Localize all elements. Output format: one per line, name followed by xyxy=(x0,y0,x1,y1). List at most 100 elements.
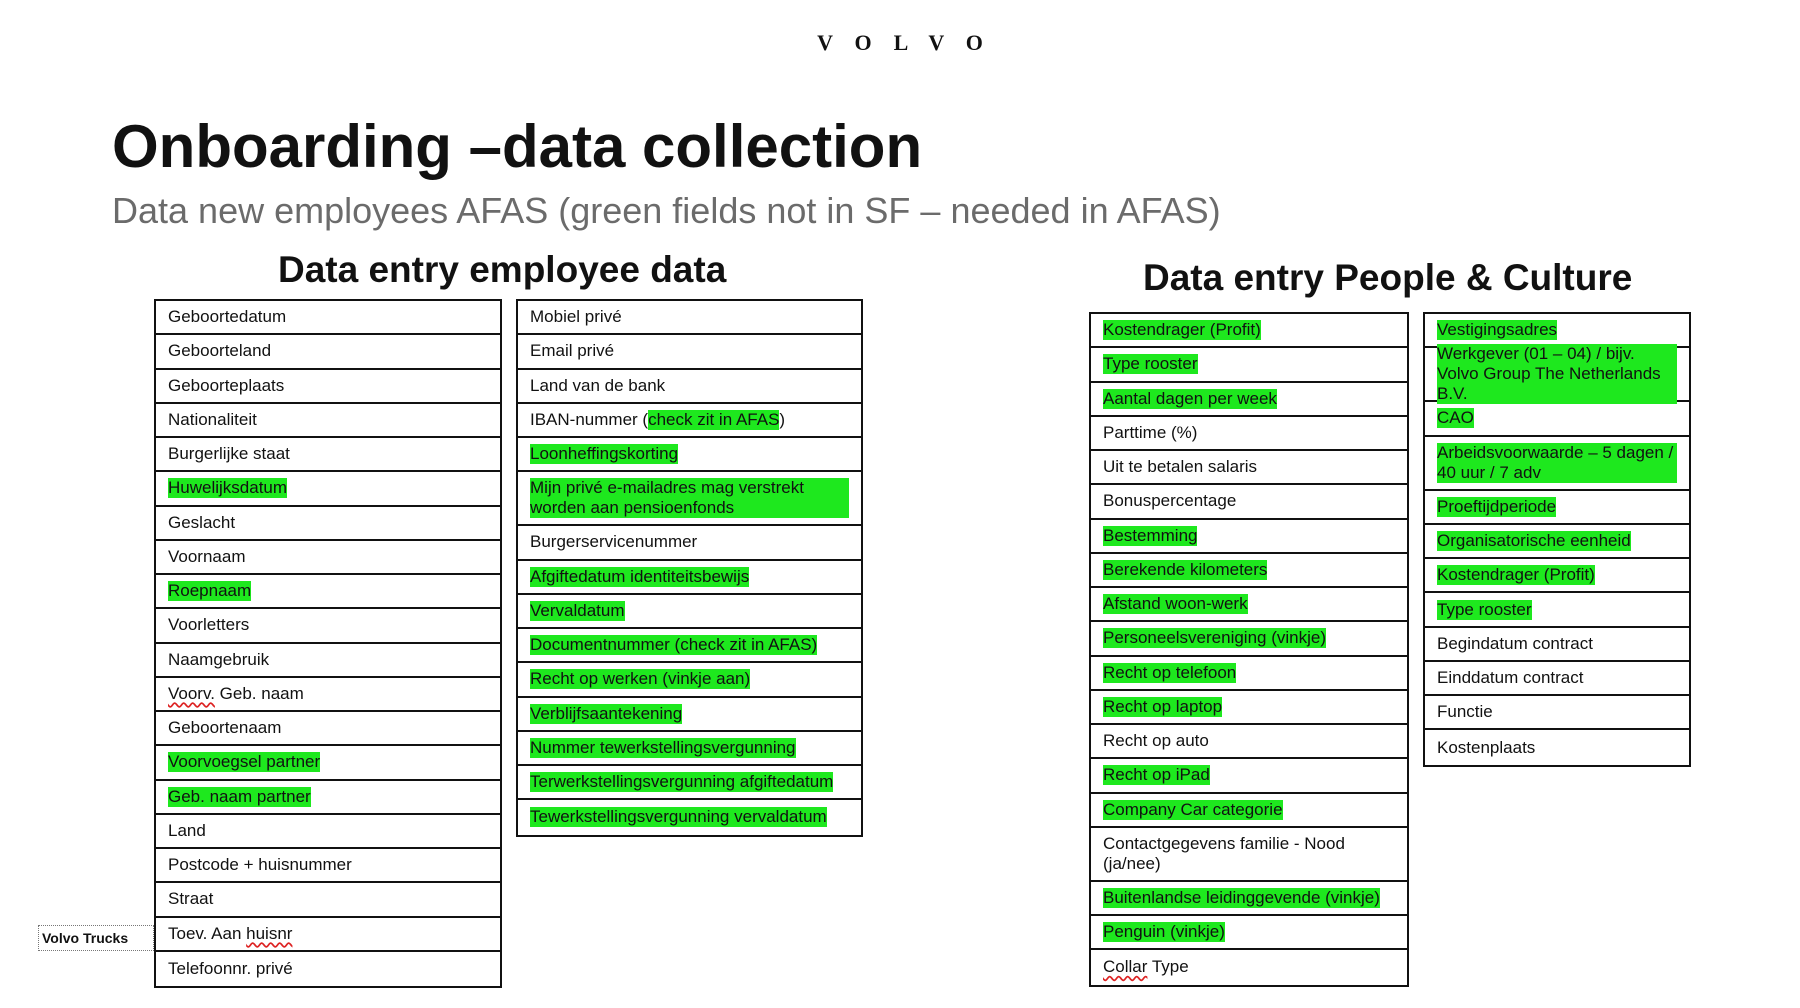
field-label: Tewerkstellingsvergunning vervaldatum xyxy=(530,807,827,828)
field-label: Email privé xyxy=(530,341,615,361)
field-label: Documentnummer (check zit in AFAS) xyxy=(530,635,818,656)
field-label: Voorv. Geb. naam xyxy=(168,683,304,703)
field-label: Parttime (%) xyxy=(1103,422,1198,442)
field-label: Organisatorische eenheid xyxy=(1437,531,1631,552)
table-row: Geboorteplaats xyxy=(156,370,500,404)
field-label: Recht op telefoon xyxy=(1103,662,1237,683)
field-label: Berekende kilometers xyxy=(1103,559,1268,580)
field-label: Uit te betalen salaris xyxy=(1103,457,1258,477)
volvo-logo: VOLVO xyxy=(817,30,1005,55)
field-label: Kostendrager (Profit) xyxy=(1437,565,1595,586)
field-label: Mijn privé e-mailadres mag verstrekt wor… xyxy=(530,478,849,519)
table-row: Toev. Aan huisnr xyxy=(156,918,500,952)
table-row: Penguin (vinkje) xyxy=(1091,916,1407,951)
field-label: Afgiftedatum identiteitsbewijs xyxy=(530,566,750,587)
table-row: Vestigingsadres xyxy=(1425,314,1689,349)
table-row: Postcode + huisnummer xyxy=(156,849,500,884)
field-label: Collar Type xyxy=(1103,957,1189,977)
field-label: Mobiel privé xyxy=(530,307,622,327)
field-label: Toev. Aan huisnr xyxy=(168,923,293,943)
table-row: Buitenlandse leidinggevende (vinkje) xyxy=(1091,882,1407,917)
field-label: CAO xyxy=(1437,408,1474,429)
table-row: Terwerkstellingsvergunning afgiftedatum xyxy=(518,766,861,801)
field-label: Roepnaam xyxy=(168,581,252,602)
field-label: Proeftijdperiode xyxy=(1437,496,1557,517)
field-label: Arbeidsvoorwaarde – 5 dagen / 40 uur / 7… xyxy=(1437,442,1677,483)
field-label: Voornaam xyxy=(168,546,246,566)
table-row: Einddatum contract xyxy=(1425,662,1689,697)
employee-data-table-2: Mobiel privé Email privé Land van de bank I… xyxy=(516,299,863,837)
table-row: Loonheffingskorting xyxy=(518,438,861,473)
table-row: Tewerkstellingsvergunning vervaldatum xyxy=(518,800,861,834)
footer-label: Volvo Trucks xyxy=(38,925,154,951)
field-label: Straat xyxy=(168,889,214,909)
field-label: Geboortedatum xyxy=(168,307,287,327)
table-row: Aantal dagen per week xyxy=(1091,383,1407,417)
field-label: Terwerkstellingsvergunning afgiftedatum xyxy=(530,772,834,793)
table-row: Voorv. Geb. naam xyxy=(156,678,500,712)
field-note-highlight: check zit in AFAS xyxy=(648,409,780,430)
table-row: Recht op telefoon xyxy=(1091,657,1407,691)
field-label: Recht op auto xyxy=(1103,731,1209,751)
table-row: Nationaliteit xyxy=(156,404,500,438)
table-row: Naamgebruik xyxy=(156,644,500,678)
table-row: Geboortedatum xyxy=(156,301,500,336)
table-row: Geslacht xyxy=(156,507,500,541)
table-row: Parttime (%) xyxy=(1091,417,1407,451)
table-row: Voorletters xyxy=(156,609,500,644)
field-label: Bestemming xyxy=(1103,525,1198,546)
table-row: Vervaldatum xyxy=(518,595,861,630)
table-row: Bestemming xyxy=(1091,520,1407,554)
table-row: Arbeidsvoorwaarde – 5 dagen / 40 uur / 7… xyxy=(1425,437,1689,491)
field-label: Einddatum contract xyxy=(1437,668,1584,688)
table-row: Werkgever (01 – 04) / bijv. Volvo Group … xyxy=(1425,344,1689,405)
table-row: Geboorteland xyxy=(156,335,500,370)
table-row: Afstand woon-werk xyxy=(1091,588,1407,623)
field-label: Loonheffingskorting xyxy=(530,444,679,465)
field-label: IBAN-nummer ( xyxy=(530,409,649,429)
field-label: Geslacht xyxy=(168,512,236,532)
field-label: Recht op iPad xyxy=(1103,765,1210,786)
table-row: Type rooster xyxy=(1091,348,1407,383)
field-label: Postcode + huisnummer xyxy=(168,855,352,875)
field-label: Land van de bank xyxy=(530,375,666,395)
page-subtitle: Data new employees AFAS (green fields no… xyxy=(112,190,1221,231)
table-row: Mijn privé e-mailadres mag verstrekt wor… xyxy=(518,472,861,527)
field-label: Geboorteplaats xyxy=(168,375,285,395)
table-row: Documentnummer (check zit in AFAS) xyxy=(518,629,861,664)
table-row: IBAN-nummer (check zit in AFAS) xyxy=(518,404,861,438)
table-row: Mobiel privé xyxy=(518,301,861,336)
field-label: Personeelsvereniging (vinkje) xyxy=(1103,628,1327,649)
employee-data-table-1: Geboortedatum Geboorteland Geboorteplaats N… xyxy=(154,299,502,988)
table-row: Functie xyxy=(1425,696,1689,731)
table-row: Organisatorische eenheid xyxy=(1425,525,1689,560)
table-row: Verblijfsaantekening xyxy=(518,698,861,732)
table-row: Geb. naam partner xyxy=(156,781,500,815)
table-row: Kostendrager (Profit) xyxy=(1091,314,1407,349)
table-row: Voornaam xyxy=(156,541,500,575)
field-label: Burgerlijke staat xyxy=(168,444,290,464)
page-title: Onboarding –data collection xyxy=(112,113,923,180)
table-row: Company Car categorie xyxy=(1091,794,1407,828)
table-row: Uit te betalen salaris xyxy=(1091,451,1407,486)
table-row: Land xyxy=(156,815,500,849)
field-label: Nummer tewerkstellingsvergunning xyxy=(530,737,796,758)
field-label: Nationaliteit xyxy=(168,409,257,429)
table-row: Nummer tewerkstellingsvergunning xyxy=(518,732,861,767)
people-culture-table-2: Vestigingsadres Werkgever (01 – 04) / bij… xyxy=(1423,312,1691,767)
table-row: CAO xyxy=(1425,402,1689,437)
field-label: Huwelijksdatum xyxy=(168,478,288,499)
table-row: Recht op werken (vinkje aan) xyxy=(518,663,861,698)
field-label: Verblijfsaantekening xyxy=(530,703,683,724)
table-row: Berekende kilometers xyxy=(1091,554,1407,588)
table-row: Recht op auto xyxy=(1091,725,1407,760)
table-row: Kostenplaats xyxy=(1425,730,1689,764)
field-label: Telefoonnr. privé xyxy=(168,958,293,978)
field-label: Vervaldatum xyxy=(530,600,625,621)
people-culture-heading: Data entry People & Culture xyxy=(1143,257,1633,298)
table-row: Collar Type xyxy=(1091,950,1407,984)
table-row: Bonuspercentage xyxy=(1091,485,1407,520)
field-label: Geboorteland xyxy=(168,341,272,361)
table-row: Burgerservicenummer xyxy=(518,526,861,561)
table-row: Personeelsvereniging (vinkje) xyxy=(1091,622,1407,657)
